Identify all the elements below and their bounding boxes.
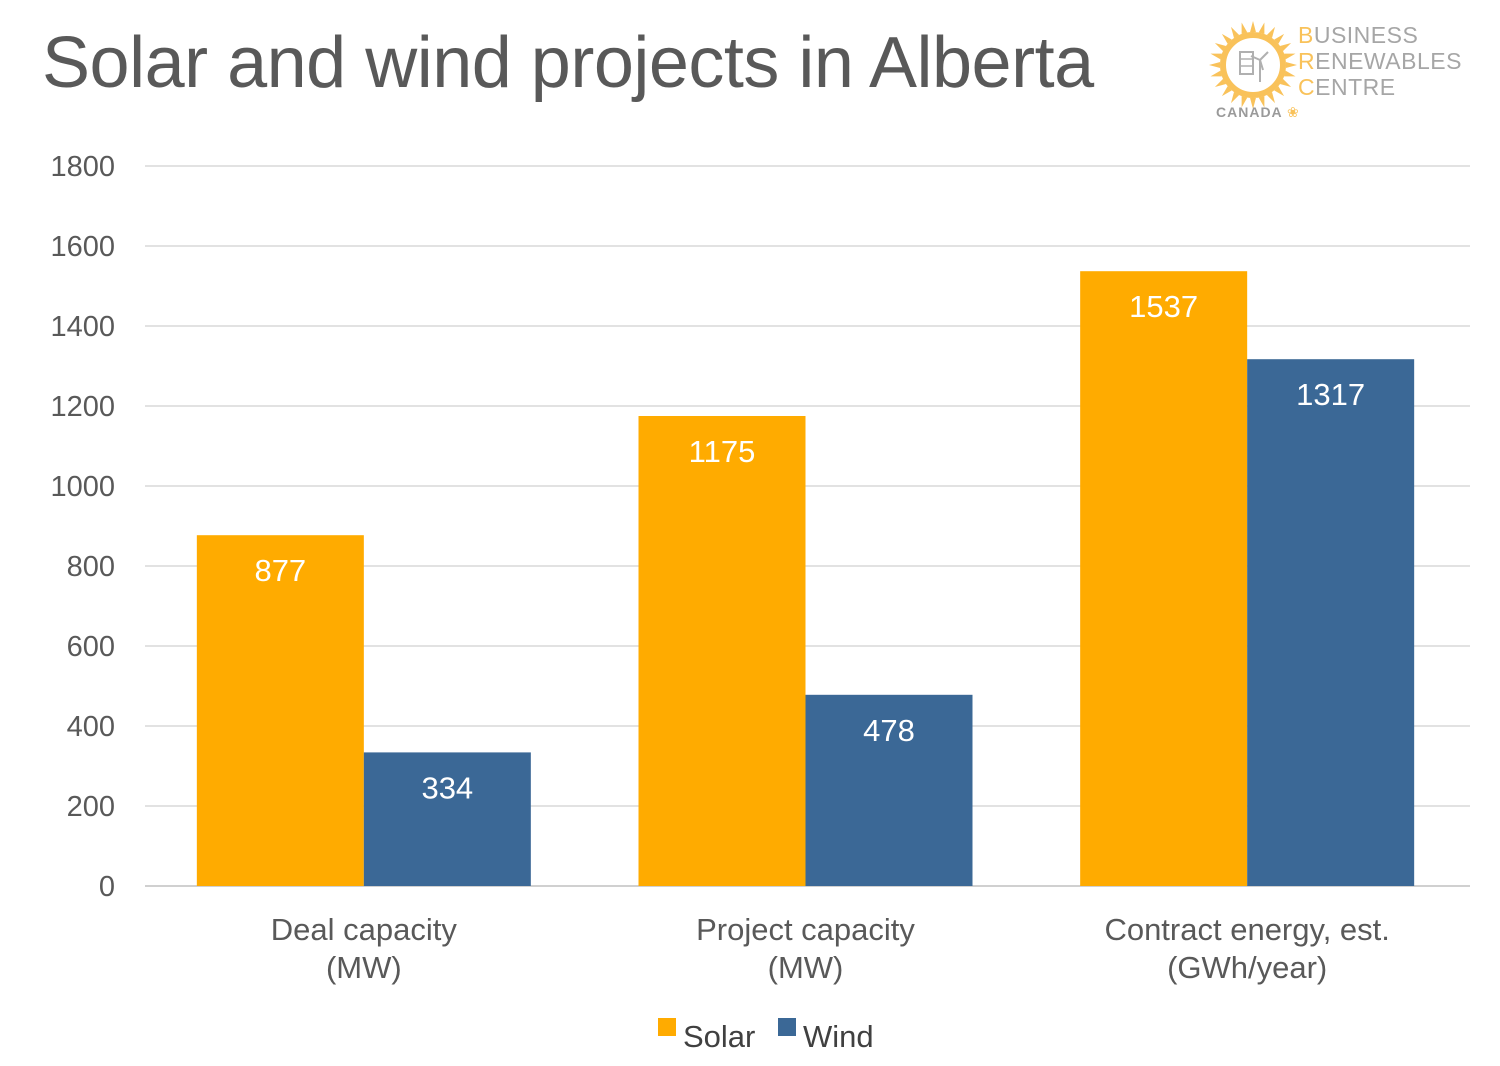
sun-ray xyxy=(1266,26,1275,39)
sun-ray xyxy=(1274,86,1285,97)
y-tick-label: 1400 xyxy=(50,311,115,343)
y-axis-ticks: 0 200 400 600 800 1000 1200 1400 1600 1800 xyxy=(50,151,115,903)
sun-ray xyxy=(1241,22,1248,35)
sun-ray xyxy=(1266,91,1275,104)
data-label: 1175 xyxy=(689,434,756,469)
logo-country: CANADA ❀ xyxy=(1216,104,1300,120)
sun-ray xyxy=(1221,86,1232,97)
sun-ray xyxy=(1209,62,1221,68)
logo-line-renewables: RENEWABLES xyxy=(1298,48,1462,74)
data-label: 478 xyxy=(863,713,915,748)
logo-line-centre: CENTRE xyxy=(1298,74,1396,100)
legend-swatch xyxy=(778,1018,796,1036)
logo-line-business: BUSINESS xyxy=(1298,22,1419,48)
legend-swatch xyxy=(658,1018,676,1036)
data-label: 877 xyxy=(254,553,306,588)
bar-wind xyxy=(805,694,973,886)
sun-ray xyxy=(1214,78,1227,87)
legend: Solar Wind xyxy=(658,1018,874,1054)
data-label: 1317 xyxy=(1296,377,1365,412)
bar-wind xyxy=(1247,359,1415,886)
x-category-label: Contract energy, est. xyxy=(1104,912,1389,947)
bar-wind xyxy=(363,752,531,886)
sun-ray xyxy=(1283,53,1296,60)
x-category-label: Deal capacity xyxy=(271,912,458,947)
sun-ray xyxy=(1241,95,1248,108)
y-tick-label: 0 xyxy=(99,871,115,903)
sun-ray xyxy=(1250,97,1256,109)
x-axis-categories: Deal capacity(MW)Project capacity(MW)Con… xyxy=(271,912,1390,985)
bar-solar xyxy=(638,416,806,886)
legend-item-solar: Solar xyxy=(658,1018,755,1054)
bar-solar xyxy=(1080,271,1248,886)
y-tick-label: 1800 xyxy=(50,151,115,183)
x-category-label: (MW) xyxy=(768,950,844,985)
sun-ray xyxy=(1274,33,1285,44)
sun-ray xyxy=(1279,43,1292,52)
y-tick-label: 1000 xyxy=(50,471,115,503)
sun-ray xyxy=(1221,33,1232,44)
sun-ray xyxy=(1210,53,1223,60)
business-renewables-centre-logo: BUSINESS RENEWABLES CENTRE CANADA ❀ xyxy=(1208,20,1488,130)
legend-label: Solar xyxy=(683,1019,755,1054)
x-category-label: (MW) xyxy=(326,950,402,985)
sun-ray xyxy=(1231,91,1240,104)
sun-ray xyxy=(1279,78,1292,87)
page-title: Solar and wind projects in Alberta xyxy=(42,23,1094,103)
data-label: 334 xyxy=(421,770,473,805)
y-tick-label: 1200 xyxy=(50,391,115,423)
sun-ray xyxy=(1214,43,1227,52)
sun-emblem-icon xyxy=(1209,21,1297,109)
sun-ray xyxy=(1231,26,1240,39)
y-tick-label: 200 xyxy=(67,791,115,823)
sun-ray xyxy=(1258,95,1265,108)
bars xyxy=(196,271,1415,886)
y-tick-label: 800 xyxy=(67,551,115,583)
x-category-label: (GWh/year) xyxy=(1167,950,1327,985)
data-label: 1537 xyxy=(1129,289,1198,324)
bar-solar xyxy=(196,535,364,886)
y-tick-label: 600 xyxy=(67,631,115,663)
sun-ray xyxy=(1210,70,1223,77)
x-category-label: Project capacity xyxy=(696,912,915,947)
y-tick-label: 400 xyxy=(67,711,115,743)
legend-label: Wind xyxy=(803,1019,874,1054)
sun-ray xyxy=(1250,21,1256,33)
sun-ray xyxy=(1285,62,1297,68)
y-tick-label: 1600 xyxy=(50,231,115,263)
sun-ray xyxy=(1283,70,1296,77)
legend-item-wind: Wind xyxy=(778,1018,874,1054)
maple-leaf-icon: ❀ xyxy=(1287,104,1300,120)
data-labels: 877 334 1175 478 1537 1317 xyxy=(254,289,1365,805)
sun-ray xyxy=(1258,22,1265,35)
